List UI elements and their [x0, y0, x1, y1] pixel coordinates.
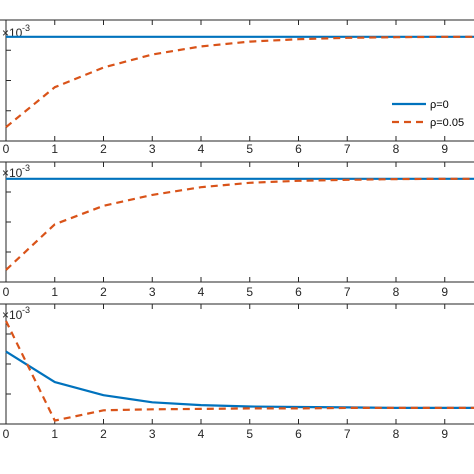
y-exponent-label: ×10 — [2, 26, 23, 40]
x-tick-label: 6 — [295, 142, 302, 156]
x-tick-label: 8 — [393, 427, 400, 441]
x-tick-label: 7 — [344, 285, 351, 299]
x-tick-label: 3 — [149, 142, 156, 156]
x-tick-label: 5 — [246, 285, 253, 299]
x-tick-label: 4 — [198, 427, 205, 441]
x-tick-label: 3 — [149, 285, 156, 299]
x-tick-label: 9 — [441, 427, 448, 441]
x-tick-label: 9 — [441, 285, 448, 299]
x-tick-label: 1 — [51, 142, 58, 156]
x-tick-label: 6 — [295, 285, 302, 299]
y-exponent-power: -3 — [22, 23, 30, 33]
chart-panel-3: 0 1 2 3 4 5 6 7 8 9 ×10 -3 — [0, 303, 474, 441]
legend: ρ=0 ρ=0.05 — [392, 99, 464, 129]
x-tick-label: 1 — [51, 427, 58, 441]
chart-panel-2: 0 1 2 3 4 5 6 7 8 9 ×10 -3 — [0, 161, 474, 299]
series-line-rho-005 — [5, 35, 474, 128]
y-exponent-power: -3 — [22, 163, 30, 173]
x-tick-label: 5 — [246, 427, 253, 441]
series-line-rho-0 — [5, 350, 474, 409]
x-tick-label: 2 — [100, 142, 107, 156]
y-exponent-label: ×10 — [2, 308, 23, 322]
x-tick-label: 3 — [149, 427, 156, 441]
chart-panel-1: 0 1 2 3 4 5 6 7 8 9 ×10 -3 ρ=0 ρ=0.05 — [0, 19, 474, 156]
y-exponent-label: ×10 — [2, 166, 23, 180]
x-tick-label: 8 — [393, 142, 400, 156]
x-tick-label: 5 — [246, 142, 253, 156]
legend-label: ρ=0 — [430, 99, 449, 111]
x-tick-label: 6 — [295, 427, 302, 441]
y-exponent-power: -3 — [22, 305, 30, 315]
x-tick-label: 7 — [344, 142, 351, 156]
legend-label: ρ=0.05 — [430, 117, 464, 129]
x-tick-label: 7 — [344, 427, 351, 441]
x-tick-label: 4 — [198, 285, 205, 299]
x-tick-label: 9 — [441, 142, 448, 156]
x-tick-label: 8 — [393, 285, 400, 299]
x-tick-label: 4 — [198, 142, 205, 156]
x-tick-label: 2 — [100, 285, 107, 299]
series-line-rho-005 — [5, 177, 474, 271]
x-tick-label: 0 — [3, 142, 10, 156]
x-tick-label: 0 — [3, 285, 10, 299]
x-tick-label: 0 — [3, 427, 10, 441]
series-line-rho-005 — [5, 320, 474, 422]
x-tick-label: 2 — [100, 427, 107, 441]
x-tick-label: 1 — [51, 285, 58, 299]
